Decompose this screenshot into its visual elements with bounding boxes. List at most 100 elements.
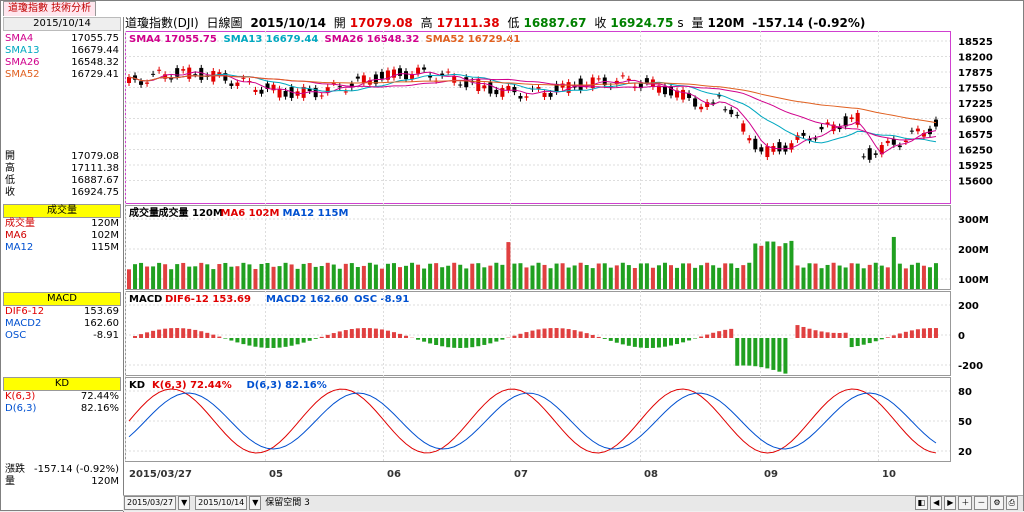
zoom-in-icon[interactable]: ＋ — [958, 496, 972, 510]
volume-bar — [308, 263, 312, 289]
x-tick-label: 06 — [387, 469, 401, 480]
macd-bar — [928, 328, 932, 338]
volume-bar — [404, 266, 408, 289]
tab-technical-analysis[interactable]: 道瓊指數 技術分析 — [3, 1, 96, 16]
volume-bar — [175, 264, 179, 289]
reserve-label: 保留空間 — [265, 498, 301, 508]
candle-body — [320, 95, 324, 96]
volume-bar — [187, 267, 191, 289]
macd-bar — [452, 338, 456, 348]
volume-bar — [530, 266, 534, 289]
settings-icon[interactable]: ⚙ — [990, 496, 1003, 510]
macd-bar — [765, 338, 769, 368]
macd-bar — [826, 332, 830, 338]
volume-bar — [362, 266, 366, 289]
volume-bar — [898, 264, 902, 289]
volume-bar — [296, 269, 300, 289]
candle-body — [735, 115, 739, 116]
macd-bar — [898, 333, 902, 338]
y-tick-label: 16250 — [958, 146, 993, 157]
sma-key: SMA13 — [5, 45, 40, 57]
ohlc-key: 收 — [5, 187, 15, 199]
candle-body — [753, 139, 757, 150]
y-tick-label: 200M — [958, 245, 989, 256]
volume-bar — [561, 263, 565, 289]
volume-bar — [440, 267, 444, 289]
volume-bar — [735, 268, 739, 289]
volume-bar — [398, 267, 402, 289]
candle-body — [777, 142, 781, 151]
scroll-left-icon[interactable]: ◀ — [930, 496, 942, 510]
candle-body — [284, 91, 288, 97]
volume-bar — [934, 263, 938, 289]
volume-bar — [290, 264, 294, 289]
macd-value: 162.60 — [84, 318, 119, 330]
candle-body — [446, 72, 450, 73]
candle-body — [145, 83, 149, 84]
candle-body — [699, 107, 703, 109]
kd-row: D(6,3)82.16% — [3, 403, 121, 415]
macd-bar — [272, 338, 276, 348]
zoom-out-icon[interactable]: － — [974, 496, 988, 510]
scroll-right-icon[interactable]: ▶ — [944, 496, 956, 510]
start-date-dropdown[interactable]: ▼ — [178, 496, 190, 510]
candle-body — [518, 96, 522, 99]
legend-entry: SMA13 16679.44 — [224, 34, 319, 45]
volume-bar — [886, 267, 890, 289]
volume-bar — [259, 264, 263, 289]
kd-row: K(6,3)72.44% — [3, 391, 121, 403]
macd-bar — [711, 333, 715, 338]
volume-bar — [681, 263, 685, 289]
macd-bar — [284, 338, 288, 347]
candle-body — [278, 89, 282, 98]
volume-bar — [633, 268, 637, 289]
volume-bar — [753, 243, 757, 289]
macd-bar — [783, 338, 787, 374]
volume-bar — [278, 266, 282, 289]
chart-area[interactable]: 1852518200178751755017225169001657516250… — [125, 31, 1023, 496]
macd-bar — [290, 338, 294, 346]
macd-bar — [808, 329, 812, 338]
start-date-field[interactable]: 2015/03/27 — [124, 496, 176, 510]
x-tick-label: 08 — [644, 469, 658, 480]
y-tick-label: 20 — [958, 447, 972, 458]
candle-body — [494, 90, 498, 94]
volume-bar — [717, 268, 721, 289]
macd-bar — [627, 338, 631, 346]
end-date-field[interactable]: 2015/10/14 — [195, 496, 247, 510]
change-value-left: -157.14 (-0.92%) — [34, 464, 119, 476]
candle-body — [814, 138, 818, 139]
volume-label: 量 — [691, 16, 703, 30]
macd-bar — [934, 328, 938, 338]
print-icon[interactable]: ⎙ — [1006, 496, 1018, 510]
zoom-icon[interactable]: ◧ — [915, 496, 929, 510]
volume-bar — [795, 265, 799, 289]
macd-bar — [615, 338, 619, 343]
macd-bar — [133, 336, 137, 338]
volume-bar — [645, 263, 649, 289]
volume-bar — [211, 269, 215, 289]
volume-bar — [253, 269, 257, 289]
end-date-dropdown[interactable]: ▼ — [249, 496, 261, 510]
candle-body — [729, 110, 733, 114]
macd-value: 153.69 — [84, 306, 119, 318]
candle-body — [711, 102, 715, 103]
ohlc-key: 開 — [5, 151, 15, 163]
macd-bar — [579, 331, 583, 338]
sma-key: SMA4 — [5, 33, 33, 45]
legend-entry: D(6,3) 82.16% — [247, 380, 327, 391]
macd-bar — [621, 338, 625, 344]
macd-bar — [266, 338, 270, 348]
panel-date: 2015/10/14 — [3, 17, 121, 31]
candle-body — [139, 81, 143, 85]
sma-key: SMA52 — [5, 69, 40, 81]
candle-body — [801, 133, 805, 136]
macd-bar — [729, 329, 733, 338]
date-box: 2015/10/14 — [3, 17, 121, 31]
vol-key: MA12 — [5, 242, 33, 254]
macd-bar — [663, 338, 667, 347]
candle-body — [512, 87, 516, 92]
y-tick-label: 50 — [958, 417, 972, 428]
